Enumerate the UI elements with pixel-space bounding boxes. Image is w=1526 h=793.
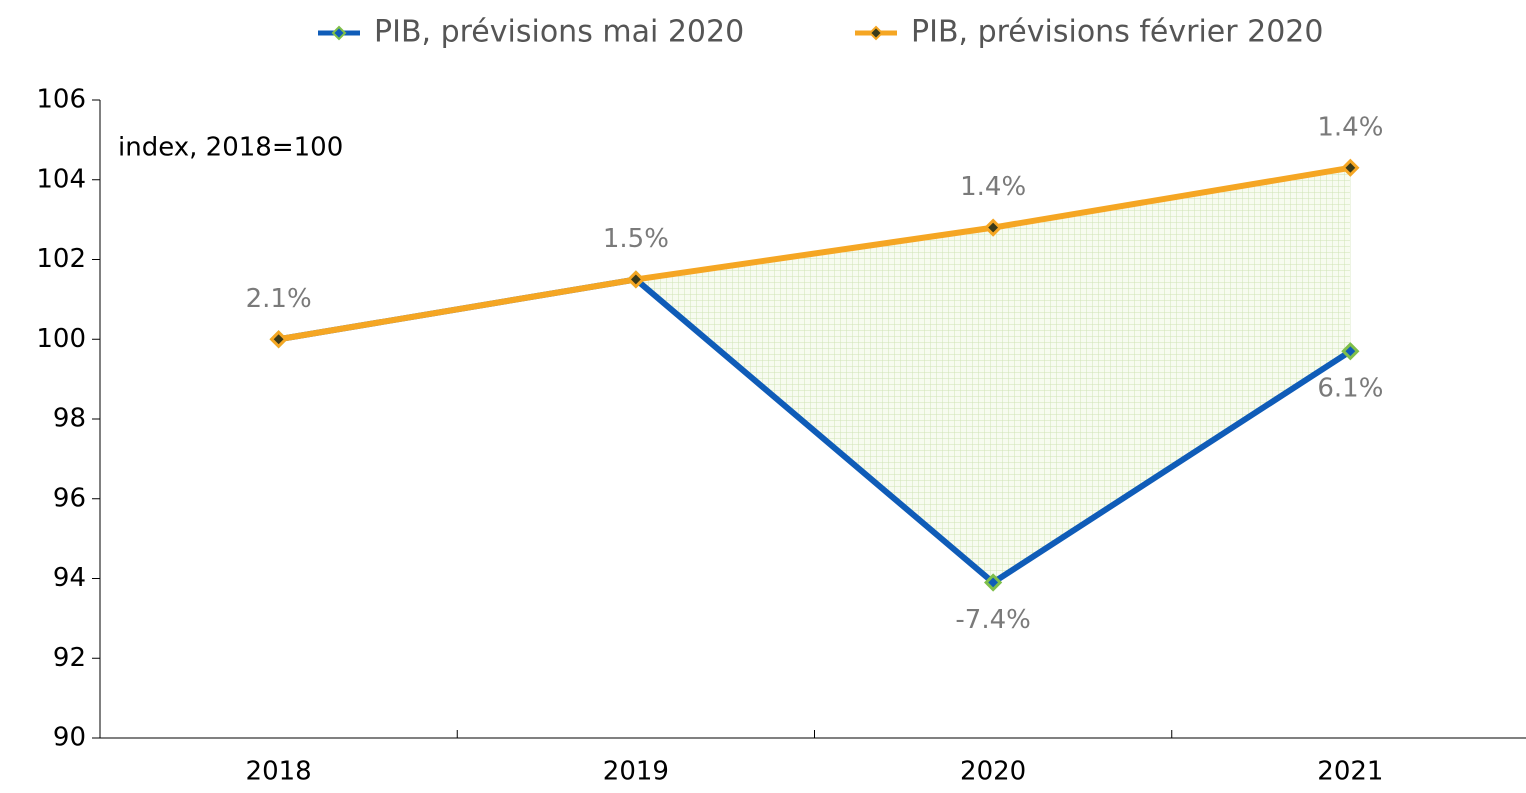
legend-label: PIB, prévisions février 2020 <box>911 15 1323 50</box>
x-tick-label: 2019 <box>603 757 669 787</box>
y-tick-label: 104 <box>36 164 86 194</box>
y-axis-label: index, 2018=100 <box>118 133 343 163</box>
data-label: 1.4% <box>1317 112 1383 142</box>
data-label: 1.5% <box>603 224 669 254</box>
y-tick-label: 94 <box>53 563 86 593</box>
y-tick-label: 102 <box>36 244 86 274</box>
fill-between <box>635 167 1351 583</box>
y-tick-label: 96 <box>53 483 86 513</box>
legend-item: PIB, prévisions février 2020 <box>855 15 1323 50</box>
x-tick-label: 2020 <box>960 757 1026 787</box>
legend-label: PIB, prévisions mai 2020 <box>374 15 744 50</box>
marker <box>1341 158 1360 177</box>
y-tick-label: 98 <box>53 404 86 434</box>
data-label: 1.4% <box>960 172 1026 202</box>
data-label: 6.1% <box>1317 374 1383 404</box>
series-line <box>278 164 1351 343</box>
legend-marker <box>868 25 884 41</box>
marker <box>1341 342 1360 361</box>
legend-marker <box>331 25 347 41</box>
y-tick-label: 106 <box>36 85 86 115</box>
marker <box>984 218 1003 237</box>
y-tick-label: 100 <box>36 324 86 354</box>
marker <box>626 270 645 289</box>
y-tick-label: 90 <box>53 723 86 753</box>
x-tick-label: 2018 <box>246 757 312 787</box>
marker <box>984 573 1003 592</box>
y-tick-label: 92 <box>53 643 86 673</box>
data-label: 2.1% <box>246 284 312 314</box>
data-label: -7.4% <box>955 605 1030 635</box>
x-tick-label: 2021 <box>1317 757 1383 787</box>
legend-item: PIB, prévisions mai 2020 <box>318 15 744 50</box>
marker <box>269 330 288 349</box>
